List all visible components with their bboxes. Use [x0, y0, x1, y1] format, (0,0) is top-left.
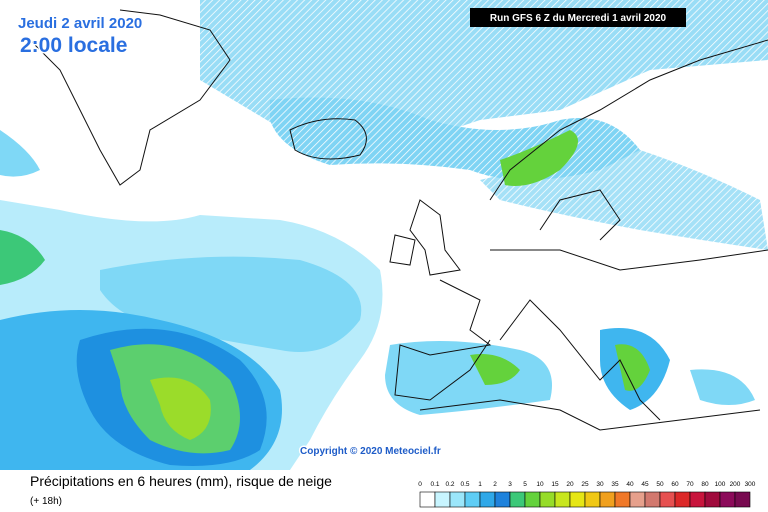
legend-swatch [464, 491, 481, 508]
legend-swatch [659, 491, 676, 508]
legend-tick-label: 20 [566, 481, 574, 488]
legend-swatch [569, 491, 586, 508]
footer-lead: (+ 18h) [30, 496, 62, 507]
run-label: Run GFS 6 Z du Mercredi 1 avril 2020 [490, 13, 667, 24]
legend-swatch [494, 491, 511, 508]
legend-swatch [434, 491, 451, 508]
copyright: Copyright © 2020 Meteociel.fr [300, 446, 441, 457]
legend-swatch [539, 491, 556, 508]
legend-tick-label: 40 [626, 481, 634, 488]
legend-tick-label: 0.2 [445, 481, 454, 488]
legend-swatch [629, 491, 646, 508]
legend-swatch [449, 491, 466, 508]
legend-tick-label: 50 [656, 481, 664, 488]
legend-tick-label: 200 [730, 481, 741, 488]
legend-swatch [419, 491, 436, 508]
date-label: Jeudi 2 avril 2020 [18, 15, 142, 32]
legend-tick-label: 100 [715, 481, 726, 488]
legend-swatch [509, 491, 526, 508]
legend-tick-label: 30 [596, 481, 604, 488]
legend-tick-label: 0 [418, 481, 422, 488]
coastlines [29, 9, 768, 431]
legend-tick-label: 5 [523, 481, 527, 488]
legend-swatch [584, 491, 601, 508]
legend-swatch [599, 491, 616, 508]
legend: 0 0.1 0.2 0.5 1 2 3 5 10 15 20 25 30 35 40 45 50 60 70 80 10… [418, 481, 756, 508]
precipitation-areas [0, 0, 768, 470]
legend-swatch [614, 491, 631, 508]
legend-tick-label: 60 [671, 481, 679, 488]
legend-swatch [479, 491, 496, 508]
legend-tick-label: 15 [551, 481, 559, 488]
legend-swatch [524, 491, 541, 508]
legend-tick-label: 25 [581, 481, 589, 488]
legend-tick-label: 45 [641, 481, 649, 488]
legend-tick-label: 70 [686, 481, 694, 488]
legend-swatch [719, 491, 736, 508]
footer-title: Précipitations en 6 heures (mm), risque … [30, 473, 332, 489]
legend-tick-label: 3 [508, 481, 512, 488]
legend-tick-label: 0.1 [430, 481, 439, 488]
legend-swatch [704, 491, 721, 508]
legend-tick-label: 0.5 [460, 481, 469, 488]
legend-tick-label: 1 [478, 481, 482, 488]
run-box [470, 8, 686, 27]
legend-swatch [674, 491, 691, 508]
legend-swatch [689, 491, 706, 508]
legend-tick-label: 35 [611, 481, 619, 488]
legend-swatch [554, 491, 571, 508]
legend-tick-label: 2 [493, 481, 497, 488]
legend-swatch [734, 491, 751, 508]
legend-swatch [644, 491, 661, 508]
legend-tick-label: 300 [745, 481, 756, 488]
legend-tick-label: 80 [701, 481, 709, 488]
legend-tick-label: 10 [536, 481, 544, 488]
time-label: 2:00 locale [20, 34, 127, 57]
